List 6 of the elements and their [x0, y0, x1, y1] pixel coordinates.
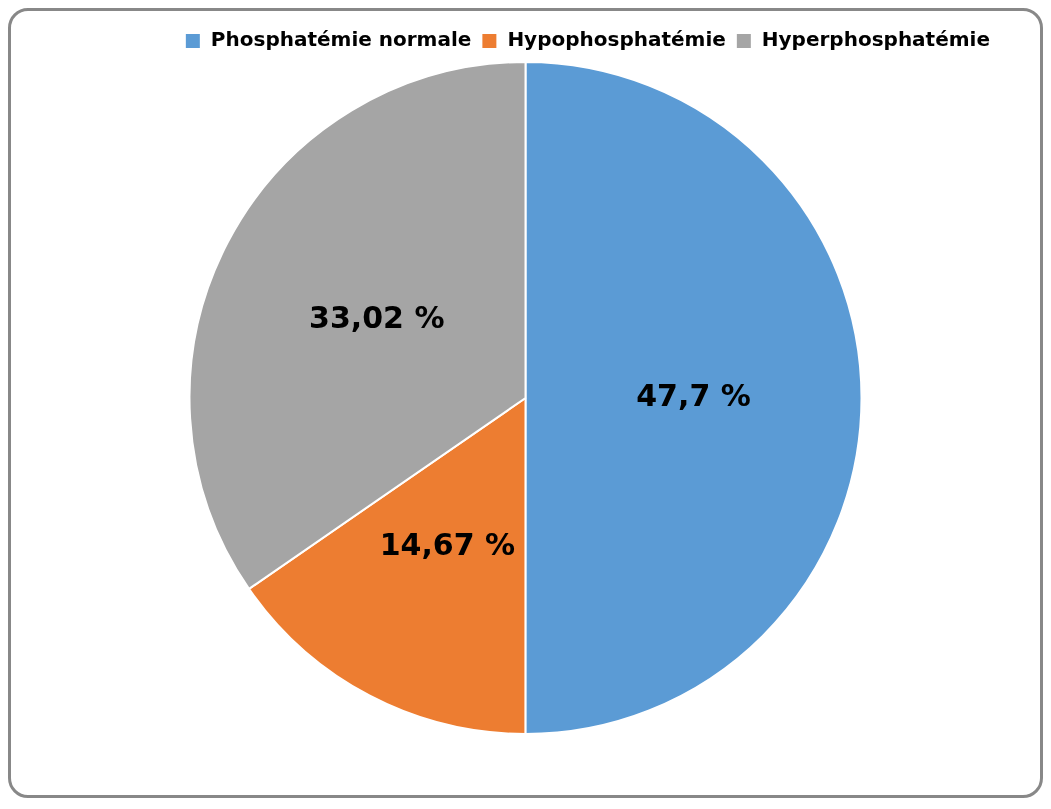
data-label: 33,02 % [309, 299, 445, 335]
data-label: 14,67 % [379, 526, 516, 562]
legend-label: Hyperphosphatémie [761, 27, 990, 52]
legend-label: Phosphatémie normale [210, 27, 472, 52]
data-label: 47,7 % [636, 377, 751, 413]
legend-label: Hypophosphatémie [507, 27, 726, 52]
